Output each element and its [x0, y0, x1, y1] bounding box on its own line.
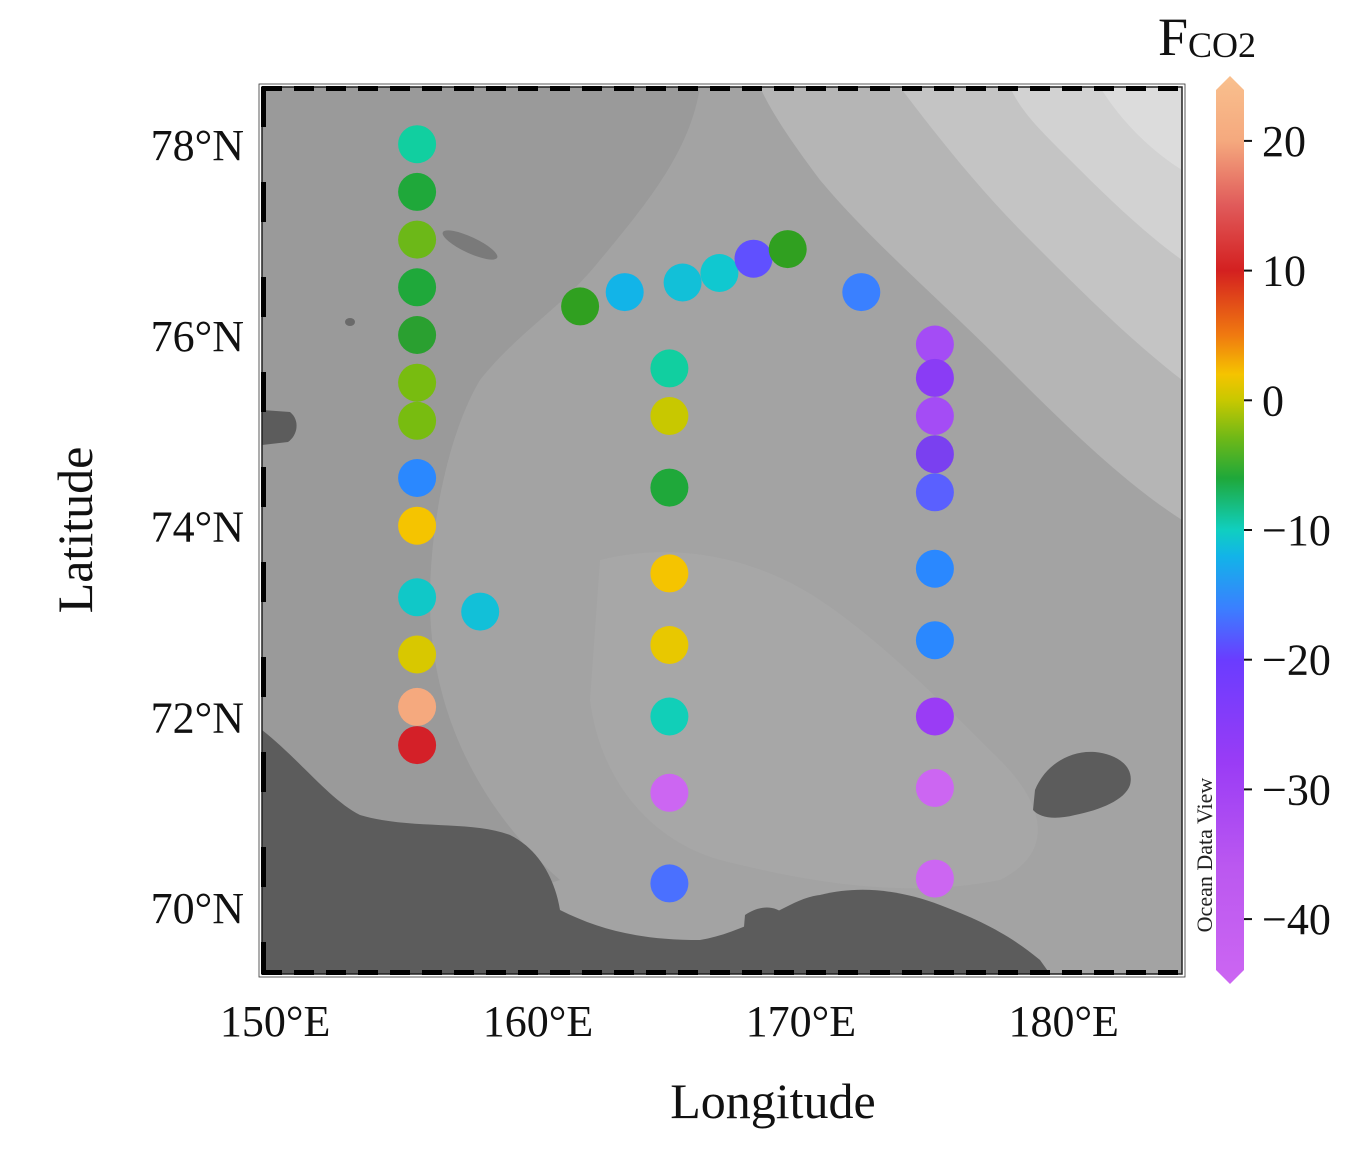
station-point [650, 626, 689, 664]
y-tick-label: 78°N [151, 121, 244, 170]
station-point [734, 239, 773, 278]
colorbar-title-main: F [1158, 7, 1188, 67]
station-point [915, 769, 954, 807]
station-point [398, 635, 437, 674]
x-tick-label: 170°E [746, 997, 856, 1046]
station-point [842, 273, 881, 312]
colorbar-gradient [1216, 76, 1244, 984]
y-axis-ticks: 70°N 72°N 74°N 76°N 78°N [151, 121, 244, 933]
station-point [398, 726, 437, 765]
station-point [915, 397, 954, 435]
colorbar-tick-label: −10 [1262, 506, 1331, 555]
station-point [461, 592, 500, 631]
station-point [398, 172, 437, 211]
station-point [398, 220, 437, 259]
station-point [398, 459, 437, 497]
station-point [700, 254, 739, 292]
colorbar-tick-label: 10 [1262, 247, 1306, 296]
x-tick-label: 160°E [483, 997, 593, 1046]
station-point [650, 697, 689, 736]
station-points [398, 125, 954, 903]
colorbar-tick-label: −40 [1262, 895, 1331, 944]
colorbar-ticks: 20 10 0 −10 −20 −30 −40 [1244, 117, 1331, 944]
colorbar-title: FCO2 [1158, 7, 1256, 67]
station-point [398, 125, 437, 164]
x-axis-title: Longitude [670, 1073, 876, 1129]
y-axis-title: Latitude [47, 447, 103, 614]
x-axis-ticks: 150°E 160°E 170°E 180°E [220, 997, 1119, 1046]
station-point [398, 268, 437, 307]
station-point [398, 363, 437, 402]
map-frame [258, 83, 1186, 978]
station-point [663, 263, 702, 302]
station-point [915, 549, 954, 588]
station-point [650, 468, 689, 507]
station-point [915, 621, 954, 660]
station-point [915, 325, 954, 364]
colorbar-tick-label: 20 [1262, 117, 1306, 166]
y-tick-label: 70°N [151, 884, 244, 933]
station-point [605, 273, 644, 312]
station-point [915, 435, 954, 474]
y-tick-label: 74°N [151, 503, 244, 552]
station-point [650, 773, 689, 812]
station-point [650, 554, 689, 593]
station-point [768, 230, 807, 269]
colorbar-title-sub: CO2 [1188, 25, 1256, 65]
colorbar: 20 10 0 −10 −20 −30 −40 FCO2 Ocean Data View [1158, 7, 1331, 984]
colorbar-tick-label: −20 [1262, 636, 1331, 685]
y-tick-label: 72°N [151, 694, 244, 743]
station-point [915, 473, 954, 512]
station-point [398, 578, 437, 617]
station-point [915, 358, 954, 397]
station-point [561, 287, 600, 326]
colorbar-tick-label: −30 [1262, 765, 1331, 814]
station-point [650, 349, 689, 388]
station-point [398, 401, 437, 440]
station-point [398, 687, 437, 726]
colorbar-tick-label: 0 [1262, 376, 1284, 425]
station-point [398, 316, 437, 354]
station-point [915, 697, 954, 736]
station-point [650, 397, 689, 435]
x-tick-label: 180°E [1008, 997, 1118, 1046]
x-tick-label: 150°E [220, 997, 330, 1046]
station-point [915, 859, 954, 898]
ocean-data-view-watermark: Ocean Data View [1192, 778, 1217, 933]
station-point [398, 506, 437, 545]
y-tick-label: 76°N [151, 312, 244, 361]
station-point [650, 864, 689, 903]
